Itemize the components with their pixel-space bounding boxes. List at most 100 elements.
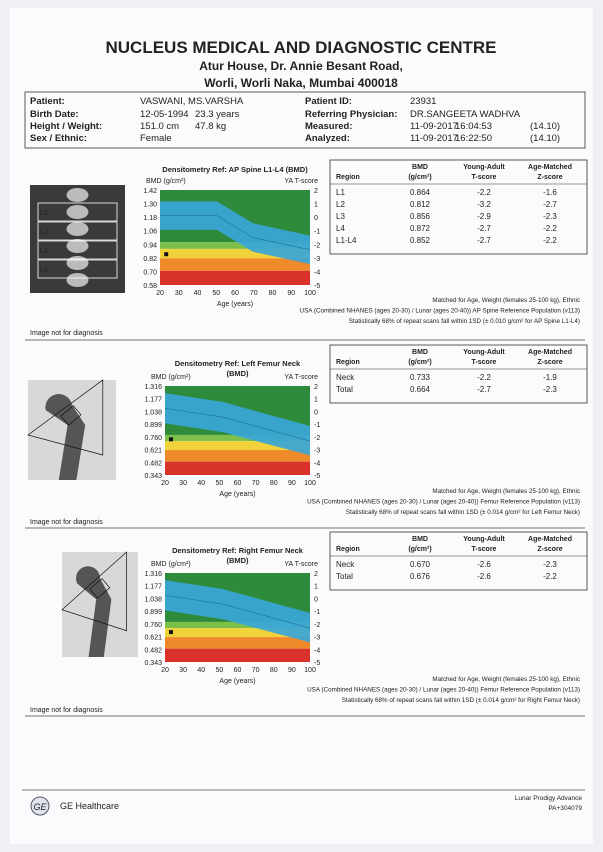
table-header: Z-score — [537, 174, 562, 181]
patient-label: Analyzed: — [305, 133, 350, 144]
roi-box — [37, 221, 118, 241]
x-tick-label: 20 — [156, 290, 164, 297]
patient-marker — [168, 630, 173, 635]
t-tick-label: -5 — [314, 660, 320, 667]
chart-title: Densitometry Ref: Left Femur Neck — [175, 359, 301, 368]
table-cell: 0.670 — [410, 560, 431, 569]
footnote: Statistically 68% of repeat scans fall w… — [342, 697, 580, 704]
t-tick-label: 2 — [314, 571, 318, 578]
table-header: Region — [336, 546, 360, 553]
table-cell: -2.2 — [477, 188, 491, 197]
t-tick-label: 1 — [314, 397, 318, 404]
y-tick-label: 1.177 — [144, 584, 162, 591]
t-tick-label: -4 — [314, 460, 320, 467]
patient-value: Female — [140, 133, 172, 144]
risk-band — [165, 461, 310, 475]
x-tick-label: 70 — [252, 667, 260, 674]
risk-band — [165, 441, 310, 451]
table-cell: -2.7 — [477, 236, 491, 245]
table-cell: -2.7 — [477, 385, 491, 394]
vertebra — [66, 239, 89, 253]
table-cell: 0.676 — [410, 572, 431, 581]
x-axis-label: Age (years) — [217, 301, 253, 308]
patient-value: 16:04:53 — [455, 121, 492, 132]
x-tick-label: 70 — [250, 290, 258, 297]
footnote: Matched for Age, Weight (females 25-100 … — [432, 676, 580, 683]
device-name: Lunar Prodigy Advance — [515, 795, 583, 802]
t-tick-label: -1 — [314, 229, 320, 236]
table-header: T-score — [472, 359, 497, 366]
report-title: NUCLEUS MEDICAL AND DIAGNOSTIC CENTRE — [105, 38, 496, 57]
t-tick-label: 0 — [314, 596, 318, 603]
ge-logo-mark: GE — [33, 802, 47, 812]
y-tick-label: 1.038 — [144, 596, 162, 603]
risk-band — [160, 258, 310, 271]
x-tick-label: 100 — [304, 667, 316, 674]
x-tick-label: 30 — [179, 480, 187, 487]
patient-label: Measured: — [305, 121, 353, 132]
reference-mean — [164, 594, 311, 629]
t-tick-label: -1 — [314, 422, 320, 429]
t-tick-label: -2 — [314, 242, 320, 249]
t-tick-label: -1 — [314, 609, 320, 616]
patient-value: DR.SANGEETA WADHVA — [410, 109, 521, 120]
ge-logo — [30, 796, 50, 816]
t-tick-label: -5 — [314, 283, 320, 290]
x-tick-label: 100 — [304, 480, 316, 487]
patient-value: 16:22:50 — [455, 133, 492, 144]
roi-outline — [61, 551, 127, 632]
table-cell: -2.6 — [477, 572, 491, 581]
y-tick-label: 0.760 — [144, 622, 162, 629]
x-tick-label: 50 — [215, 667, 223, 674]
x-tick-label: 30 — [179, 667, 187, 674]
chart-title: Densitometry Ref: Right Femur Neck — [172, 546, 304, 555]
risk-band — [165, 637, 310, 649]
patient-box — [24, 91, 586, 149]
y-axis-label: BMD (g/cm²) — [151, 374, 191, 381]
neck-box — [60, 405, 82, 426]
y-tick-label: 0.482 — [144, 460, 162, 467]
table-cell: 0.812 — [410, 200, 431, 209]
y-tick-label: 1.038 — [144, 409, 162, 416]
roi-box — [37, 259, 118, 279]
t-tick-label: -2 — [314, 435, 320, 442]
t-tick-label: -3 — [314, 448, 320, 455]
x-axis-label: Age (years) — [219, 491, 255, 498]
y-tick-label: 0.621 — [144, 448, 162, 455]
patient-label: Patient ID: — [305, 96, 352, 107]
patient-value: 11-09-2017 — [410, 133, 458, 144]
table-header: T-score — [472, 546, 497, 553]
table-cell: 0.856 — [410, 212, 431, 221]
y-tick-label: 0.482 — [144, 647, 162, 654]
table-cell: -2.7 — [543, 200, 557, 209]
table-header: BMD — [412, 349, 428, 356]
roi-box — [37, 202, 118, 222]
patient-label: Sex / Ethnic: — [30, 133, 87, 144]
table-cell: -2.3 — [543, 212, 557, 221]
y-axis-label: BMD (g/cm²) — [151, 561, 191, 568]
x-tick-label: 70 — [252, 480, 260, 487]
t-tick-label: -2 — [314, 622, 320, 629]
table-header: T-score — [472, 174, 497, 181]
x-tick-label: 100 — [304, 290, 316, 297]
table-header: (g/cm²) — [408, 359, 431, 366]
reference-band — [160, 201, 310, 265]
table-cell: L3 — [336, 212, 345, 221]
disclaimer: Image not for diagnosis — [30, 330, 103, 337]
x-tick-label: 90 — [288, 480, 296, 487]
patient-value: 23.3 years — [195, 109, 240, 120]
x-tick-label: 40 — [197, 480, 205, 487]
table-header: Young-Adult — [463, 349, 505, 356]
table-cell: L2 — [336, 200, 345, 209]
table-cell: 0.872 — [410, 224, 431, 233]
table-cell: L1 — [336, 188, 345, 197]
y-tick-label: 1.18 — [143, 215, 157, 222]
y-tick-label: 0.899 — [144, 422, 162, 429]
x-tick-label: 60 — [231, 290, 239, 297]
t-axis-label: YA T-score — [284, 178, 318, 185]
t-tick-label: -5 — [314, 473, 320, 480]
risk-band — [165, 450, 310, 462]
disclaimer: Image not for diagnosis — [30, 707, 103, 714]
table-header: Region — [336, 174, 360, 181]
